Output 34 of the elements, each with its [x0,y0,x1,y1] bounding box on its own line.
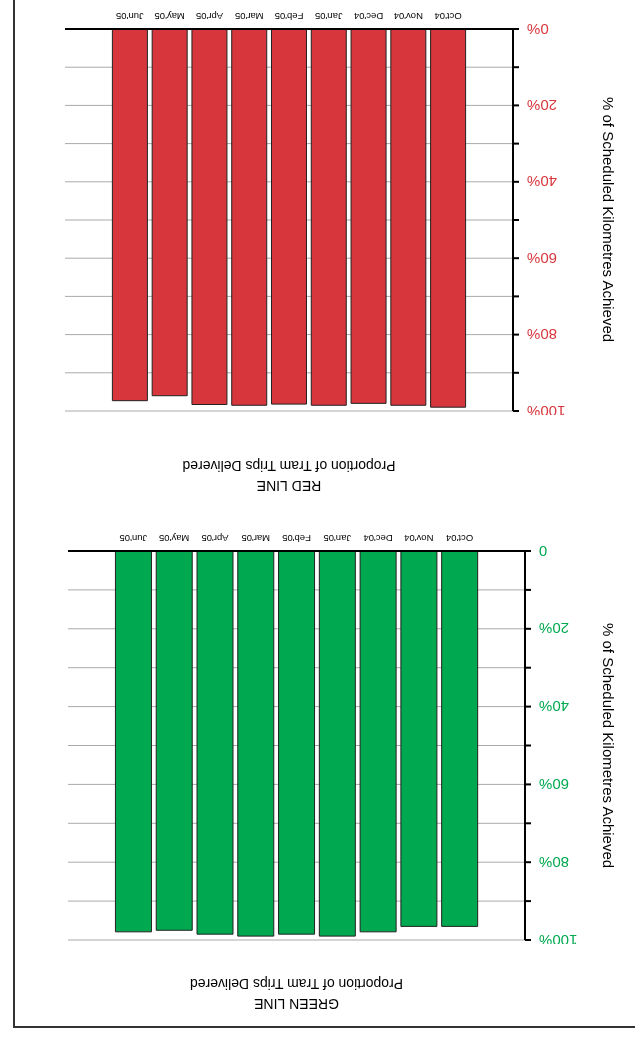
x-tick-label: Apr'05 [195,10,224,22]
x-tick-label: Feb'05 [282,532,311,544]
y-tick-label: 80% [539,853,570,871]
x-tick-label: Apr'05 [201,532,229,544]
y-tick-label: 0% [527,20,549,38]
y-axis-title: % of Scheduled Kilometres Achieved [599,622,617,869]
y-tick-label: 0 [539,542,548,560]
x-tick-label: Feb'05 [274,10,304,22]
x-tick-label: Nov'04 [393,10,423,22]
y-tick-label: 40% [539,698,570,716]
x-tick-label: Mar'05 [234,10,264,22]
x-tick-label: Jan'05 [314,10,343,22]
x-tick-label: Nov'04 [404,532,434,544]
y-tick-label: 60% [527,249,558,267]
text: Proportion of Tram Trips Delivered [181,457,397,476]
y-tick-label: 20% [539,620,570,638]
x-tick-label: Jun'05 [119,532,148,544]
y-tick-label: 20% [527,96,558,114]
y-tick-label: 80% [527,326,558,344]
y-tick-label: 40% [527,173,558,191]
text: GREEN LINE [253,995,340,1014]
x-tick-label: Oct'04 [434,10,462,22]
y-tick-label: 60% [539,775,570,793]
x-tick-label: Oct'04 [446,532,474,544]
x-tick-label: Jan'05 [323,532,352,544]
text: RED LINE [255,477,323,496]
x-tick-label: May'05 [159,532,190,544]
text: Proportion of Tram Trips Delivered [188,975,405,994]
x-tick-label: Jun'05 [116,10,144,22]
x-tick-label: Mar'05 [241,532,271,544]
y-axis-title: % of Scheduled Kilometres Achieved [599,97,617,343]
x-tick-label: Dec'04 [363,532,393,544]
x-tick-label: Dec'04 [353,10,384,22]
x-tick-label: May'05 [154,10,185,22]
